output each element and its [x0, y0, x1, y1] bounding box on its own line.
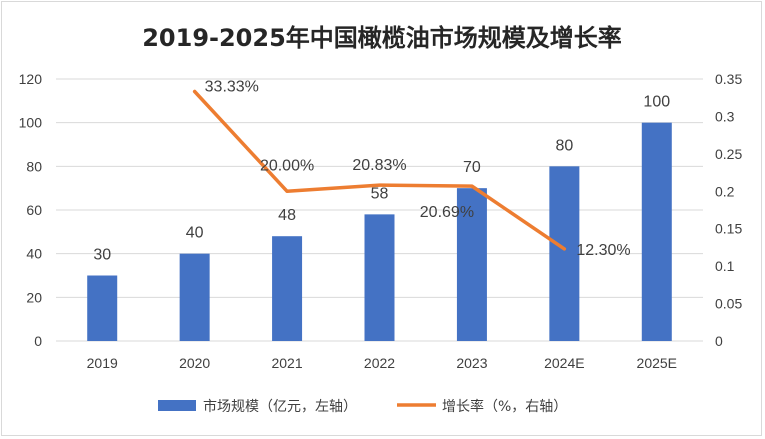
legend-bar-label: 市场规模（亿元，左轴）	[203, 398, 357, 415]
line-data-label: 20.69%	[420, 204, 474, 221]
x-axis-tick: 2022	[364, 355, 395, 371]
x-axis-tick: 2023	[456, 355, 487, 371]
line-point	[285, 189, 289, 193]
left-axis-tick: 0	[34, 333, 42, 349]
left-axis-tick: 100	[19, 115, 43, 131]
right-axis-tick: 0	[715, 333, 723, 349]
bar-data-label: 30	[93, 247, 111, 264]
x-axis-tick: 2019	[87, 355, 118, 371]
left-axis-tick: 120	[19, 71, 43, 87]
bar	[364, 214, 395, 341]
bar	[641, 122, 672, 342]
x-axis-tick: 2020	[179, 355, 210, 371]
line-data-label: 20.83%	[352, 157, 406, 174]
x-axis-tick: 2024E	[544, 355, 584, 371]
legend-line-label: 增长率（%，右轴）	[442, 398, 567, 415]
right-axis-tick: 0.2	[715, 183, 735, 199]
left-axis-tick: 60	[26, 202, 42, 218]
line-point	[470, 184, 474, 188]
right-axis-tick: 0.05	[715, 296, 742, 312]
bar-data-label: 70	[463, 159, 481, 176]
bar-data-label: 48	[278, 207, 296, 224]
bar	[456, 188, 487, 341]
bar-data-label: 80	[555, 137, 573, 154]
bar	[549, 166, 580, 341]
right-axis-tick: 0.1	[715, 258, 735, 274]
left-axis-tick: 20	[26, 289, 42, 305]
line-data-label: 12.30%	[576, 242, 630, 259]
line-point	[193, 90, 197, 94]
right-axis-tick: 0.15	[715, 221, 742, 237]
chart-title: 2019-2025年中国橄榄油市场规模及增长率	[142, 24, 622, 52]
line-data-label: 20.00%	[260, 157, 314, 174]
bar-data-label: 100	[643, 94, 670, 111]
left-axis-tick: 80	[26, 158, 42, 174]
left-axis-tick: 40	[26, 246, 42, 262]
x-axis-tick: 2025E	[637, 355, 677, 371]
bar	[179, 253, 210, 341]
line-point	[378, 183, 381, 187]
line-data-label: 33.33%	[205, 79, 259, 96]
bar-data-label: 58	[371, 185, 389, 202]
right-axis-tick: 0.25	[715, 146, 742, 162]
right-axis-tick: 0.3	[715, 108, 735, 124]
bar	[272, 236, 303, 341]
right-axis-tick: 0.35	[715, 71, 742, 87]
x-axis-tick: 2021	[271, 355, 302, 371]
bar	[87, 275, 118, 341]
bar-data-label: 40	[186, 225, 204, 242]
legend-bar-swatch	[158, 400, 196, 411]
line-point	[562, 247, 566, 251]
